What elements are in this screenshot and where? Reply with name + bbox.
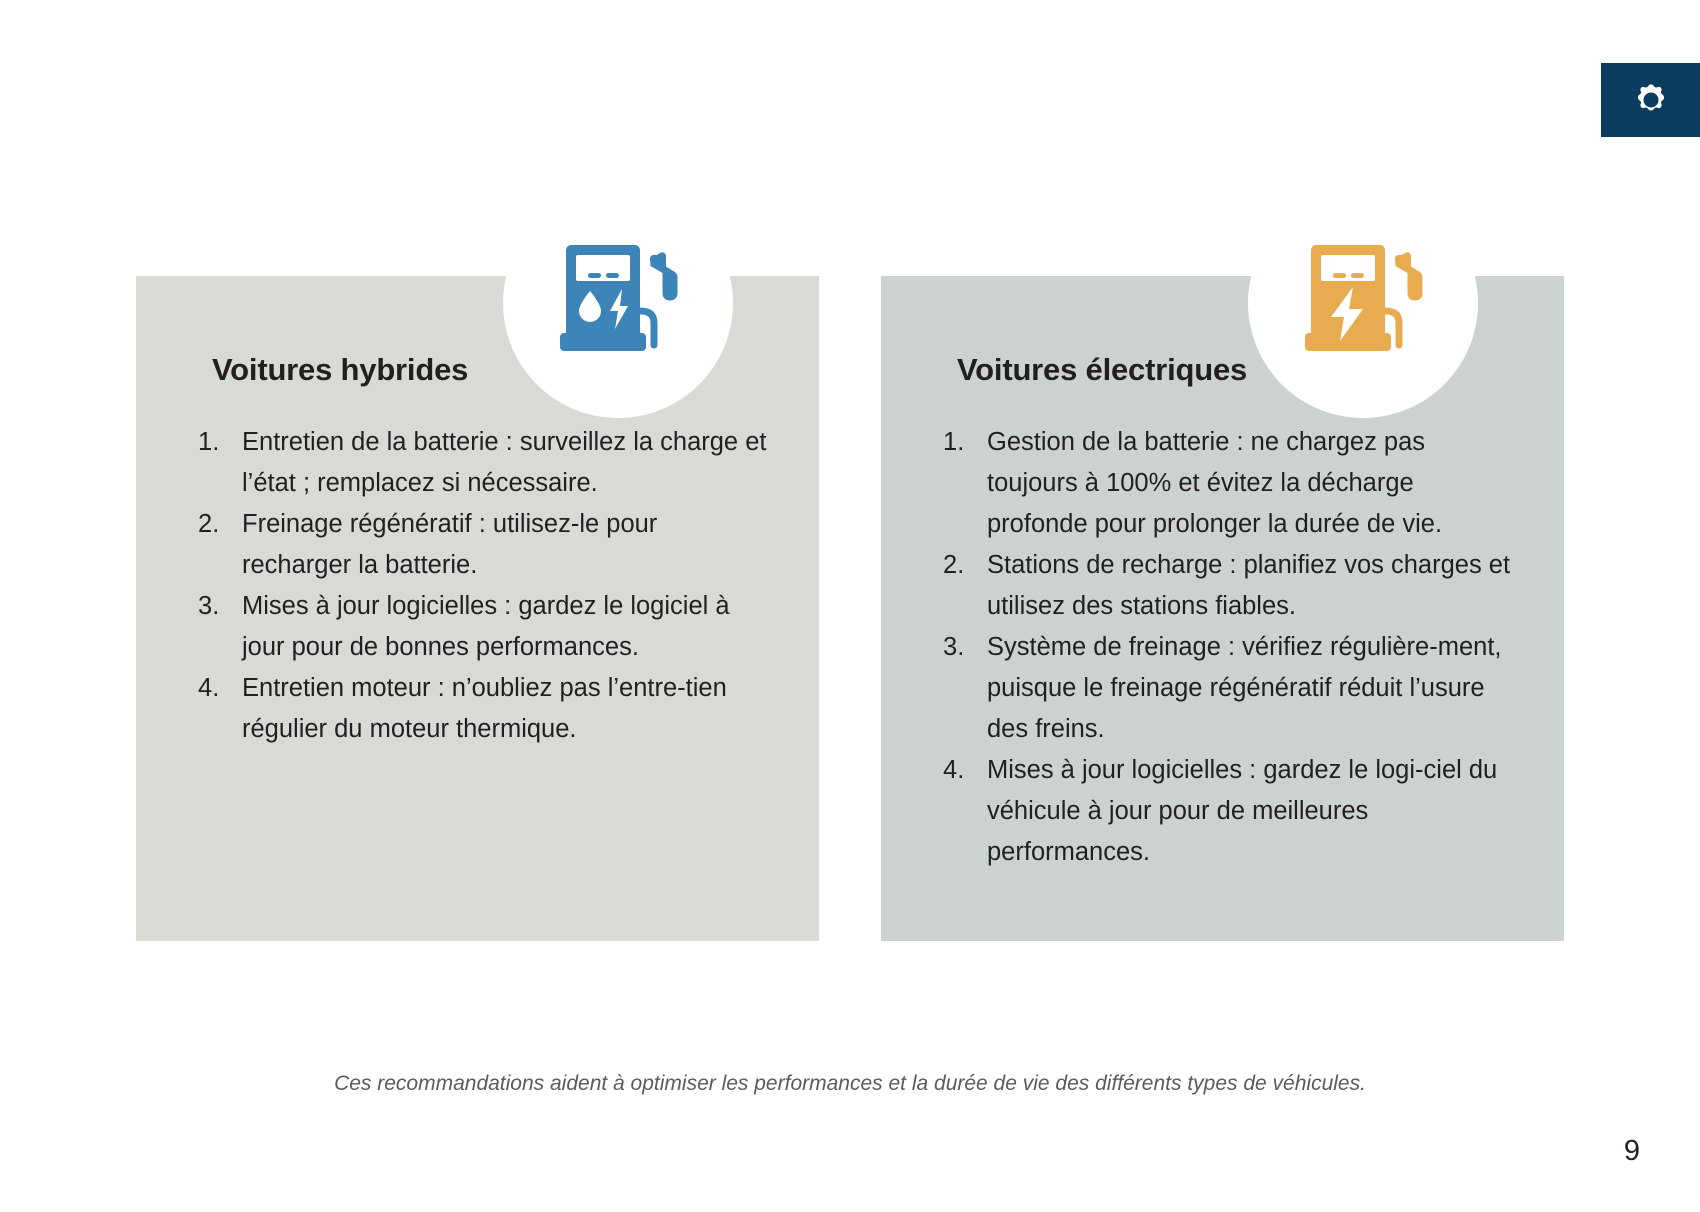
list-item: Freinage régénératif : utilisez-le pour … xyxy=(198,504,658,579)
gear-icon xyxy=(1626,75,1676,125)
list-item: Système de freinage : vérifiez régulière… xyxy=(943,627,1502,743)
footer-caption: Ces recommandations aident à optimiser l… xyxy=(334,1072,1366,1095)
card-voitures-hybrides: Voitures hybrides Entretien de la batter… xyxy=(136,188,819,941)
list-item: Stations de recharge : planifiez vos cha… xyxy=(943,545,1511,620)
charging-station-electric-icon xyxy=(1297,237,1429,369)
list-item: Entretien de la batterie : surveillez la… xyxy=(198,422,767,497)
list-item: Entretien moteur : n’oubliez pas l’entre… xyxy=(198,668,727,743)
fuel-pump-hybrid-icon xyxy=(552,237,684,369)
hybrid-icon-circle xyxy=(503,188,733,418)
list-item: Mises à jour logicielles : gardez le log… xyxy=(198,586,730,661)
hybrid-recommendation-list: Entretien de la batterie : surveillez la… xyxy=(184,422,771,750)
electric-icon-circle xyxy=(1248,188,1478,418)
card-container: Voitures hybrides Entretien de la batter… xyxy=(136,188,1564,941)
page-number: 9 xyxy=(1623,1135,1640,1167)
settings-badge[interactable] xyxy=(1601,63,1700,137)
list-item: Mises à jour logicielles : gardez le log… xyxy=(943,750,1498,866)
list-item: Gestion de la batterie : ne chargez pas … xyxy=(943,422,1443,538)
electric-recommendation-list: Gestion de la batterie : ne chargez pas … xyxy=(929,422,1516,873)
card-voitures-electriques: Voitures électriques Gestion de la batte… xyxy=(881,188,1564,941)
card-title: Voitures électriques xyxy=(957,352,1248,387)
card-title: Voitures hybrides xyxy=(212,352,469,387)
